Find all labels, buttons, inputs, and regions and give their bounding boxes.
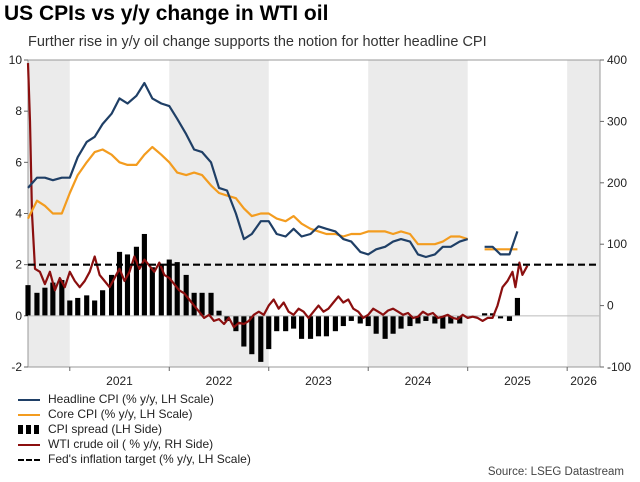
x-tick-label: 2024 bbox=[405, 374, 432, 388]
legend-label: Fed's inflation target (% y/y, LH Scale) bbox=[48, 452, 251, 466]
x-tick-label: 2023 bbox=[305, 374, 332, 388]
shaded-band bbox=[567, 60, 600, 367]
cpi-spread-bar bbox=[208, 292, 214, 316]
plot-frame bbox=[27, 59, 601, 368]
cpi-spread-bar bbox=[298, 315, 305, 339]
x-tick-label: 2022 bbox=[206, 374, 233, 388]
cpi-spread-bar bbox=[390, 315, 396, 334]
legend-swatch bbox=[18, 459, 40, 461]
chart-title: US CPIs vs y/y change in WTI oil bbox=[4, 2, 329, 25]
cpi-spread-bar bbox=[415, 315, 421, 324]
cpi-spread-bar bbox=[50, 282, 56, 316]
cpi-spread-bar bbox=[432, 315, 438, 324]
cpi-spread-bar bbox=[67, 300, 73, 316]
left-tick-label: 8 bbox=[15, 104, 22, 118]
legend-label: Headline CPI (% y/y, LH Scale) bbox=[48, 392, 214, 406]
cpi-spread-bar bbox=[199, 292, 205, 316]
wti-crude-oil-y-y-rh-side-line bbox=[26, 63, 529, 329]
cpi-spread-bar bbox=[75, 297, 81, 316]
cpi-spread-bar bbox=[124, 254, 131, 316]
cpi-spread-bar bbox=[373, 315, 379, 334]
legend-swatch bbox=[18, 425, 40, 434]
left-tick-label: 2 bbox=[15, 258, 22, 272]
cpi-spread-bar bbox=[348, 315, 354, 321]
cpi-spread-bar bbox=[42, 287, 48, 316]
cpi-spread-bar bbox=[440, 315, 446, 329]
cpi-spread-bar bbox=[506, 315, 513, 321]
right-tick-label: 300 bbox=[607, 114, 627, 128]
legend-swatch bbox=[18, 444, 40, 446]
cpi-spread-bar bbox=[283, 315, 289, 332]
legend-swatch bbox=[18, 399, 40, 401]
cpi-spread-bar bbox=[116, 251, 123, 316]
cpi-spread-bar bbox=[274, 315, 280, 332]
cpi-spread-bar bbox=[457, 315, 463, 324]
cpi-spread-bar bbox=[315, 315, 322, 337]
x-tick-label: 2025 bbox=[504, 374, 531, 388]
cpi-spread-bar bbox=[158, 264, 164, 316]
cpi-spread-bar bbox=[100, 290, 106, 316]
cpi-spread-bar bbox=[133, 246, 140, 316]
cpi-spread-bar bbox=[92, 300, 98, 316]
cpi-spread-bar bbox=[216, 310, 222, 316]
legend-label: WTI crude oil ( % y/y, RH Side) bbox=[48, 437, 214, 451]
cpi-spread-bar bbox=[382, 315, 388, 339]
cpi-spread-bar bbox=[59, 280, 65, 316]
cpi-spread-bar bbox=[482, 313, 488, 316]
headline-cpi-y-y-lh-scale-line bbox=[27, 81, 519, 259]
cpi-spread-bar bbox=[497, 315, 504, 319]
cpi-spread-bar bbox=[323, 315, 330, 337]
right-tick-label: 100 bbox=[607, 237, 627, 251]
left-tick-label: 4 bbox=[15, 207, 22, 221]
cpi-spread-bar bbox=[266, 315, 272, 350]
shaded-band bbox=[28, 60, 70, 367]
cpi-spread-bar bbox=[514, 297, 521, 316]
cpi-spread-bar bbox=[141, 233, 147, 316]
right-tick-label: -100 bbox=[607, 360, 631, 374]
cpi-spread-bar bbox=[365, 315, 371, 327]
left-tick-label: 10 bbox=[9, 53, 23, 67]
legend-swatch bbox=[18, 414, 40, 416]
cpi-spread-bar bbox=[258, 315, 264, 362]
cpi-spread-bar bbox=[398, 315, 404, 329]
cpi-spread-bar bbox=[224, 315, 230, 321]
cpi-spread-bar bbox=[34, 292, 40, 316]
cpi-spread-bar bbox=[407, 315, 413, 327]
legend-label: CPI spread (LH Side) bbox=[48, 422, 163, 436]
cpi-spread-bar bbox=[166, 259, 172, 316]
cpi-spread-bar bbox=[108, 274, 115, 316]
cpi-spread-bar bbox=[249, 315, 255, 355]
right-tick-label: 200 bbox=[607, 176, 627, 190]
left-tick-label: 0 bbox=[15, 309, 22, 323]
left-tick-label: 6 bbox=[15, 155, 22, 169]
cpi-spread-bar bbox=[340, 315, 346, 327]
x-tick-label: 2021 bbox=[106, 374, 133, 388]
left-tick-label: -2 bbox=[11, 360, 22, 374]
cpi-spread-bar bbox=[25, 285, 31, 316]
cpi-spread-bar bbox=[423, 315, 429, 321]
legend-label: Core CPI (% y/y, LH Scale) bbox=[48, 407, 193, 421]
chart-plot: 10 8 6 4 2 0 -2 400 300 200 100 0 -100 2021 2022 2023 20… bbox=[9, 53, 632, 388]
cpi-spread-bar bbox=[241, 315, 247, 347]
cpi-spread-bar bbox=[489, 313, 496, 316]
cpi-spread-bar bbox=[332, 315, 338, 332]
x-tick-label: 2026 bbox=[570, 374, 597, 388]
right-tick-label: 0 bbox=[607, 299, 614, 313]
cpi-spread-bar bbox=[448, 315, 454, 324]
cpi-spread-bar bbox=[233, 315, 239, 332]
right-tick-label: 400 bbox=[607, 53, 627, 67]
cpi-spread-bar bbox=[149, 267, 155, 316]
cpi-spread-bar bbox=[291, 315, 297, 329]
chart-subtitle: Further rise in y/y oil change supports … bbox=[28, 34, 487, 50]
source-note: Source: LSEG Datastream bbox=[487, 466, 624, 478]
cpi-spread-bar bbox=[84, 295, 90, 316]
cpi-spread-bar bbox=[357, 315, 363, 324]
cpi-spread-bar bbox=[307, 315, 314, 339]
